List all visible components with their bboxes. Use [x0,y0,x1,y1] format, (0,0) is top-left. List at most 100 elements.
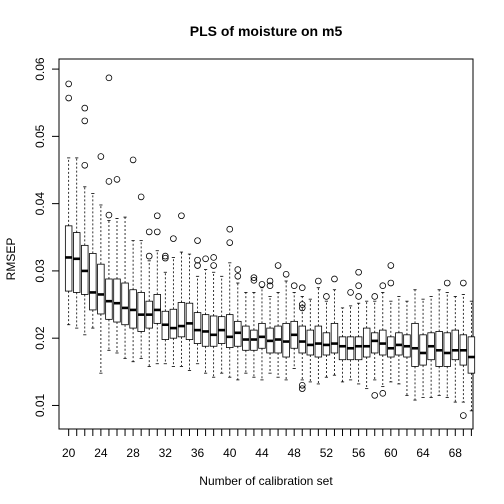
box-42 [242,292,250,374]
box-60 [387,262,395,383]
y-tick-label: 0.02 [33,326,47,350]
box-body [121,282,129,326]
box-40 [226,225,234,378]
box-body [451,329,459,361]
box-body [97,263,105,315]
y-axis: 0.01 0.02 0.03 0.04 0.05 0.06 [33,57,59,417]
outlier-point [355,282,362,290]
box-52 [322,293,331,378]
box-62 [403,300,411,396]
box-30 [145,228,153,367]
outlier-point [250,277,258,284]
box-body [113,278,121,323]
x-tick-label: 28 [126,446,140,460]
box-59 [379,282,387,397]
box-68 [451,296,459,403]
outlier-point [266,277,274,285]
outlier-point [81,104,89,112]
x-tick-label: 56 [352,446,366,460]
box-41 [234,266,242,381]
outlier-point [162,254,169,262]
box-23 [89,193,97,329]
outlier-point [331,275,338,283]
box-body [387,336,395,358]
outlier-point [194,256,201,264]
outlier-point [290,282,298,290]
outlier-point [460,412,467,419]
plot-frame [58,58,474,430]
boxes [64,74,476,419]
outlier-point [105,211,113,219]
box-51 [314,277,323,385]
x-tick-label: 36 [191,446,205,460]
box-67 [443,279,451,398]
outlier-point [105,74,113,82]
outlier-point [298,381,306,389]
x-tick-label: 44 [255,446,269,460]
box-70 [467,300,476,412]
box-body [177,302,186,338]
x-tick-label: 20 [62,446,76,460]
box-36 [193,237,202,365]
box-69 [459,279,468,419]
outlier-point [266,282,274,290]
outlier-point [282,270,290,278]
outlier-point [298,301,306,308]
outlier-point [234,272,242,280]
box-50 [306,298,314,383]
box-body [226,314,234,348]
box-65 [427,296,435,398]
outlier-point [323,293,330,300]
x-tick-label: 24 [94,446,108,460]
x-axis-label: Number of calibration set [199,474,333,488]
box-body [298,325,306,354]
box-31 [153,212,161,365]
outlier-point [355,293,362,300]
box-body [354,336,363,361]
outlier-point [65,94,72,102]
outlier-point [129,156,137,164]
box-body [185,302,194,340]
outlier-point [443,279,451,287]
outlier-point [226,239,234,246]
outlier-point [81,117,89,125]
box-body [242,325,250,351]
box-45 [266,277,274,374]
outlier-point [258,281,266,288]
outlier-point [210,262,217,269]
outlier-point [65,80,72,88]
box-body [443,332,451,367]
box-43 [250,274,258,378]
box-body [419,334,427,366]
box-26 [113,176,121,354]
box-body [314,325,323,358]
box-21 [73,157,81,329]
box-54 [338,307,347,383]
y-tick-label: 0.01 [33,393,47,417]
box-body [209,315,218,347]
outlier-point [347,289,354,296]
outlier-point [81,161,89,169]
box-22 [81,104,89,336]
y-axis-label: RMSEP [4,238,18,281]
outlier-point [298,385,306,392]
x-tick-label: 68 [449,446,463,460]
box-body [338,336,347,361]
outlier-point [371,392,379,399]
box-32 [161,252,170,365]
outlier-point [371,293,379,300]
outlier-point [355,268,362,276]
x-tick-label: 60 [384,446,398,460]
box-body [330,322,339,354]
x-tick-label: 64 [416,446,430,460]
box-44 [258,281,266,381]
box-body [371,332,379,354]
outlier-point [379,282,387,290]
box-57 [362,300,371,390]
chart-title: PLS of moisture on m5 [190,23,343,39]
outlier-point [137,193,145,201]
outlier-point [387,262,395,269]
outlier-point [153,228,161,236]
box-33 [169,235,178,367]
box-53 [330,275,339,376]
